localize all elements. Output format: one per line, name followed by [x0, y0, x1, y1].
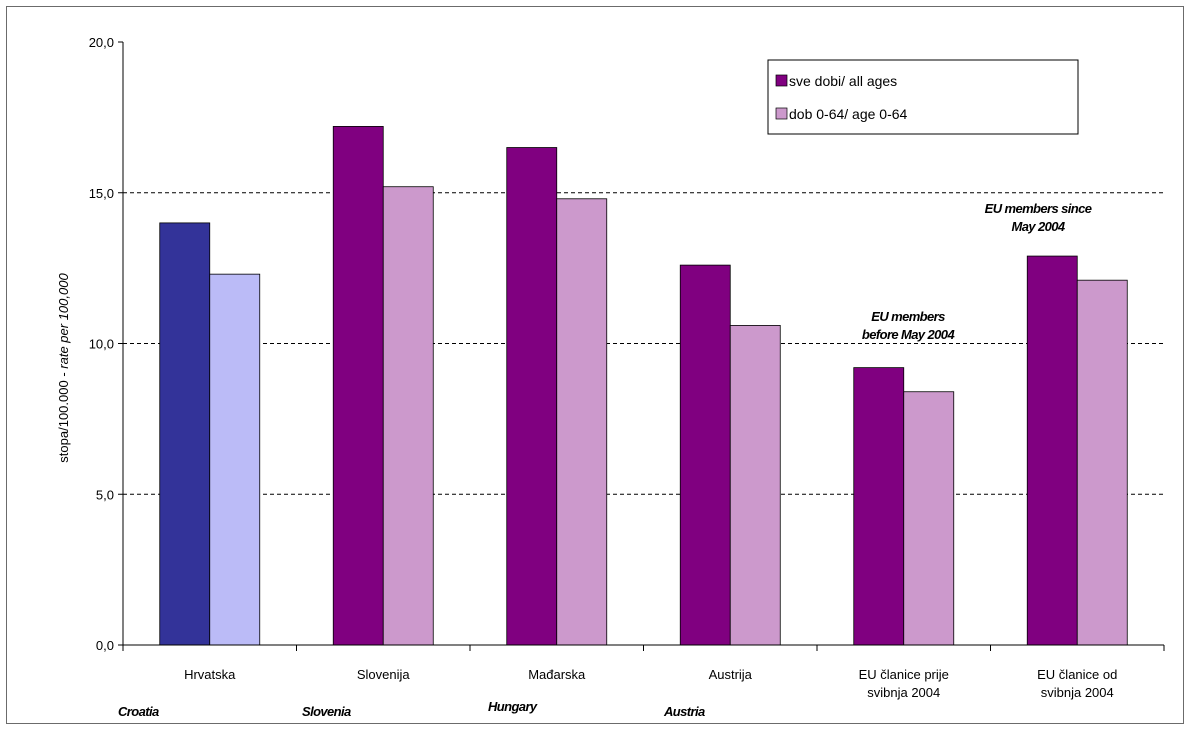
x-tick-labels: Hrvatska Slovenija Mađarska Austrija EU član…	[118, 667, 1117, 719]
bar-all-ages	[679, 264, 731, 646]
y-axis-label: stopa/100.000 - rate per 100,000	[56, 273, 71, 463]
bar-age-0-64	[556, 198, 608, 646]
bars	[159, 126, 1128, 646]
y-tick-label: 10,0	[89, 337, 114, 352]
annotation-text: EU members	[871, 309, 945, 324]
x-category-english-label: Austria	[663, 704, 705, 719]
annotation-text: May 2004	[1011, 219, 1065, 234]
y-tick-label: 20,0	[89, 35, 114, 50]
legend-box	[767, 59, 1079, 135]
bar-all-ages	[853, 367, 905, 646]
legend: sve dobi/ all ages dob 0-64/ age 0-64	[767, 59, 1079, 135]
bar-all-ages	[332, 126, 384, 646]
y-axis-label-italic: rate per 100,000	[56, 273, 71, 369]
legend-label-age-0-64: dob 0-64/ age 0-64	[789, 106, 908, 122]
legend-swatch-all-ages	[775, 74, 788, 87]
legend-label-all-ages: sve dobi/ all ages	[789, 73, 897, 89]
x-category-english-label: Croatia	[118, 704, 159, 719]
gridlines	[123, 192, 1164, 495]
x-category-label: svibnja 2004	[1041, 685, 1114, 700]
x-category-label: Hrvatska	[184, 667, 236, 682]
x-category-label: svibnja 2004	[867, 685, 940, 700]
legend-swatch-age-0-64	[775, 107, 788, 120]
bar-age-0-64	[729, 325, 781, 646]
annotation-text: before May 2004	[862, 327, 956, 342]
x-category-label: EU članice prije	[859, 667, 949, 682]
bar-age-0-64	[382, 186, 434, 646]
annotation-text: EU members since	[985, 201, 1092, 216]
x-category-label: Slovenija	[357, 667, 411, 682]
x-category-english-label: Slovenia	[302, 704, 351, 719]
y-tick-label: 5,0	[96, 487, 114, 502]
x-category-english-label: Hungary	[488, 699, 538, 714]
bar-all-ages	[159, 222, 211, 646]
y-tick-labels: 0,0 5,0 10,0 15,0 20,0	[89, 35, 114, 653]
bar-all-ages	[1026, 255, 1078, 646]
axes	[118, 41, 1165, 651]
y-tick-label: 0,0	[96, 638, 114, 653]
bar-age-0-64	[903, 391, 955, 646]
bar-age-0-64	[209, 273, 261, 646]
y-axis-label-plain: stopa/100.000 -	[56, 369, 71, 463]
x-category-label: EU članice od	[1037, 667, 1117, 682]
x-category-label: Austrija	[709, 667, 753, 682]
x-category-label: Mađarska	[528, 667, 586, 682]
y-tick-label: 15,0	[89, 186, 114, 201]
annotations: EU members before May 2004 EU members sinc…	[862, 201, 1092, 342]
bar-all-ages	[506, 147, 558, 646]
bar-age-0-64	[1076, 279, 1128, 646]
